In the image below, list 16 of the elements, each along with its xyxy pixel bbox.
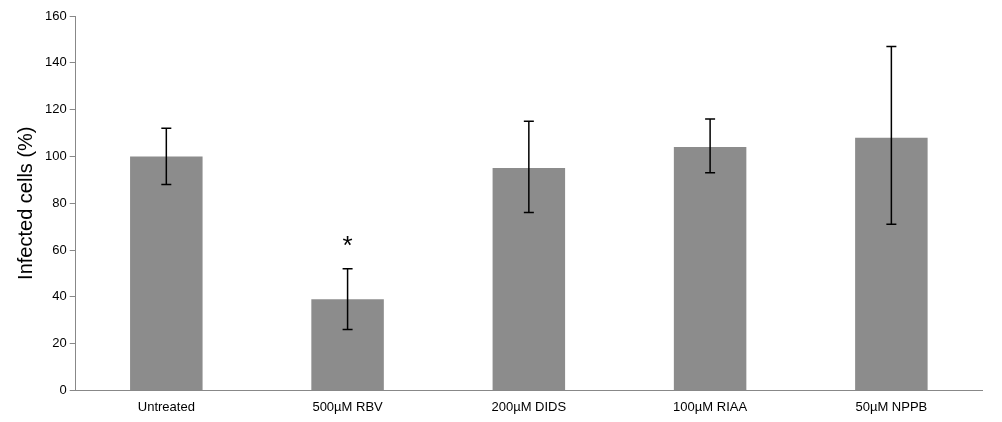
y-axis-title: Infected cells (%) (13, 126, 36, 280)
y-tick-label: 60 (52, 241, 67, 257)
y-tick-label: 140 (44, 54, 67, 70)
y-tick-label: 160 (44, 7, 67, 23)
y-tick-label: 0 (59, 381, 67, 397)
y-tick-label: 20 (52, 335, 67, 351)
x-tick-label: 500µM RBV (312, 398, 384, 414)
x-tick-label: 200µM DIDS (491, 398, 567, 414)
y-tick-label: 100 (44, 147, 67, 163)
x-tick-label: 100µM RIAA (673, 398, 748, 414)
x-tick-label: Untreated (137, 398, 195, 414)
y-tick-label: 120 (44, 101, 67, 117)
annotation: * (342, 229, 353, 260)
y-tick-label: 80 (52, 194, 67, 210)
y-tick-label: 40 (52, 288, 67, 304)
x-tick-label: 50µM NPPB (855, 398, 928, 414)
